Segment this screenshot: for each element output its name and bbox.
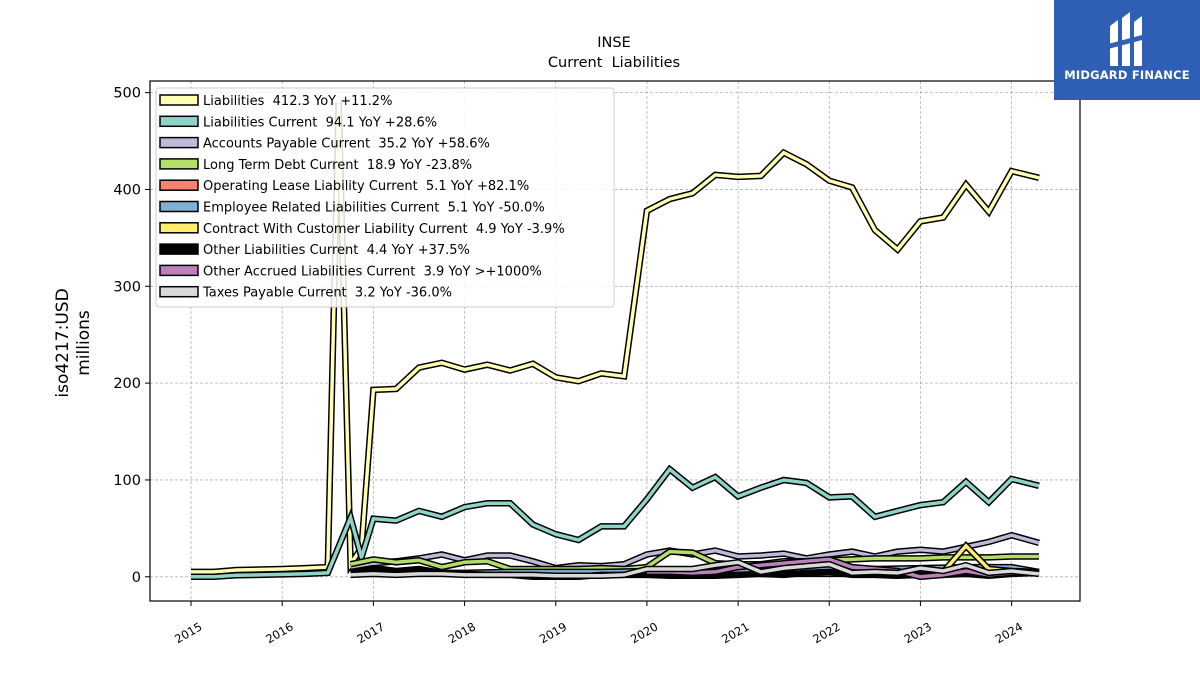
- y-tick-label: 200: [113, 376, 141, 392]
- legend-entry: Long Term Debt Current 18.9 YoY -23.8%: [159, 158, 472, 173]
- legend-label: Liabilities 412.3 YoY +11.2%: [203, 94, 392, 109]
- legend-label: Taxes Payable Current 3.2 YoY -36.0%: [202, 286, 452, 301]
- y-tick-label: 0: [132, 570, 141, 586]
- x-tick-label: 2024: [993, 619, 1025, 646]
- legend-swatch: [159, 115, 199, 128]
- plot-frame: [149, 80, 1081, 602]
- legend-label: Accounts Payable Current 35.2 YoY +58.6%: [203, 137, 490, 152]
- legend-label: Operating Lease Liability Current 5.1 Yo…: [203, 179, 529, 194]
- legend-label: Other Liabilities Current 4.4 YoY +37.5%: [203, 243, 470, 258]
- legend-swatch: [159, 285, 199, 298]
- x-tick-label: 2019: [537, 619, 569, 646]
- legend-box: [155, 87, 615, 308]
- y-tick-label: 500: [113, 86, 141, 102]
- legend-label: Liabilities Current 94.1 YoY +28.6%: [203, 115, 437, 130]
- legend-swatch: [159, 94, 199, 106]
- brand-name: MIDGARD FINANCE: [1064, 68, 1190, 82]
- x-tick-label: 2021: [719, 619, 751, 646]
- legend-label: Contract With Customer Liability Current…: [203, 222, 565, 237]
- legend-entry: Employee Related Liabilities Current 5.1…: [159, 200, 545, 216]
- y-axis-label: iso4217:USD millions: [53, 288, 94, 397]
- series-9: [350, 558, 1040, 580]
- brand-logo: MIDGARD FINANCE: [1054, 0, 1200, 100]
- legend-entry: Accounts Payable Current 35.2 YoY +58.6%: [159, 136, 490, 152]
- legend-swatch: [159, 136, 199, 149]
- legend-swatch: [159, 179, 199, 191]
- chart-subtitle: Current Liabilities: [548, 55, 680, 71]
- legend-swatch: [159, 158, 199, 170]
- legend-entry: Operating Lease Liability Current 5.1 Yo…: [159, 179, 529, 194]
- brand-mark-icon: [1108, 12, 1146, 66]
- y-tick-label: 100: [113, 473, 141, 489]
- legend-label: Employee Related Liabilities Current 5.1…: [203, 201, 545, 216]
- x-tick-label: 2015: [172, 619, 204, 646]
- series-line: [646, 557, 1039, 579]
- x-tick-label: 2023: [902, 619, 934, 646]
- legend-swatch: [159, 243, 199, 255]
- legend-entry: Other Accrued Liabilities Current 3.9 Yo…: [159, 264, 542, 279]
- x-tick-label: 2016: [263, 619, 295, 646]
- series-line: [191, 466, 1040, 579]
- series-lines: [191, 102, 1040, 581]
- x-tick-label: 2017: [355, 619, 387, 646]
- legend-swatch: [159, 200, 199, 213]
- legend-label: Long Term Debt Current 18.9 YoY -23.8%: [203, 158, 472, 173]
- legend-entry: Other Liabilities Current 4.4 YoY +37.5%: [159, 243, 470, 258]
- x-tick-label: 2022: [810, 619, 842, 646]
- legend-entry: Contract With Customer Liability Current…: [159, 222, 565, 237]
- series-8: [646, 556, 1039, 581]
- series-line: [350, 549, 1039, 571]
- series-1: [191, 464, 1040, 581]
- x-tick-label: 2020: [628, 619, 660, 646]
- series-0: [191, 102, 1040, 576]
- y-tick-label: 400: [113, 182, 141, 198]
- series-3: [349, 548, 1039, 573]
- chart-title: INSE: [597, 35, 631, 51]
- legend-entry: Liabilities 412.3 YoY +11.2%: [159, 94, 392, 109]
- axis-ticks: 0 100 200 300 400 500 2015 2016 2017 2018 2019 2020…: [113, 86, 1025, 647]
- series-line: [350, 560, 1040, 578]
- legend-swatch: [159, 264, 199, 277]
- legend-label: Other Accrued Liabilities Current 3.9 Yo…: [203, 264, 542, 279]
- legend-entry: Liabilities Current 94.1 YoY +28.6%: [159, 115, 437, 130]
- legend-swatch: [159, 222, 199, 234]
- x-tick-label: 2018: [446, 619, 478, 646]
- legend: Liabilities 412.3 YoY +11.2% Liabilities …: [155, 87, 615, 308]
- y-axis-label-unit: iso4217:USD: [53, 288, 73, 397]
- series-line: [191, 102, 1040, 574]
- y-tick-label: 300: [113, 279, 141, 295]
- y-axis-label-scale: millions: [74, 310, 94, 376]
- legend-entry: Taxes Payable Current 3.2 YoY -36.0%: [159, 285, 452, 301]
